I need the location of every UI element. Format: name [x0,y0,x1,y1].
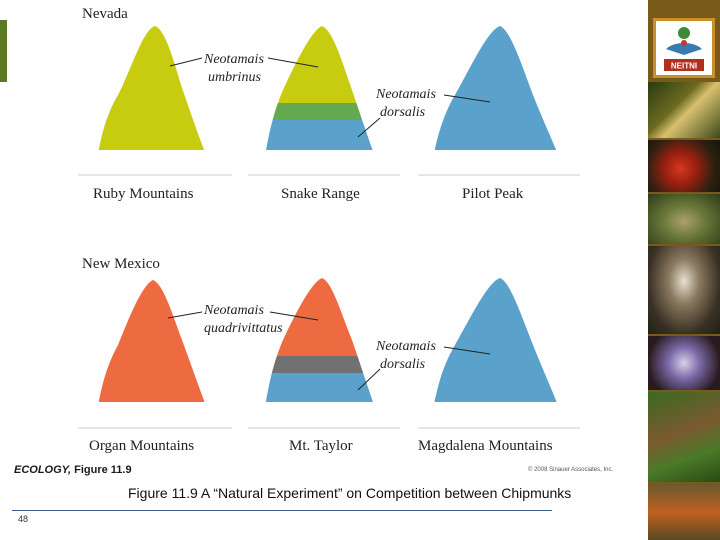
page-number: 48 [18,514,29,524]
sidebar-photo-beetles [648,484,720,540]
logo-emblem-icon: NEITNI [664,27,704,71]
mountain-label-taylor: Mt. Taylor [289,438,353,454]
logo-text: NEITNI [671,62,697,71]
mountain-label-ruby: Ruby Mountains [93,186,194,202]
pointer-dorsalis-nv-pilot [443,94,491,103]
base-magdalena [430,402,566,428]
overlap-band-taylor [262,356,382,373]
base-taylor [262,402,382,428]
sidebar-photo-lizard [648,392,720,482]
chipmunk-distribution-figure: Nevada Neotamais umbrinus Neotamais dors… [78,6,580,454]
range-dorsalis-taylor [262,373,382,402]
pointer-umbrinus-left [169,57,203,67]
figure-credit: ECOLOGY, Figure 11.9 [14,464,132,476]
sidebar-photo-mushroom [648,140,720,192]
species-label-dorsalis-genus-nm: Neotamais [375,339,436,354]
species-label-quadrivittatus-genus: Neotamais [203,303,264,318]
species-label-dorsalis-genus-nv: Neotamais [375,87,436,102]
institution-logo: NEITNI [653,18,715,78]
sidebar-photo-monkey [648,246,720,334]
range-dorsalis-snake [262,120,382,150]
pointer-dorsalis-nm-taylor [357,368,381,391]
pointer-dorsalis-nv-snake [357,117,381,138]
base-pilot [430,150,566,175]
species-label-umbrinus-genus: Neotamais [203,52,264,67]
pointer-quadrivittatus-right [269,311,319,321]
pointer-quadrivittatus-left [167,311,203,319]
book-title: ECOLOGY, [14,464,72,476]
range-dorsalis-pilot [430,26,566,150]
pointer-dorsalis-nm-magdalena [443,346,491,355]
base-snake [262,150,382,175]
mountain-label-magdalena: Magdalena Mountains [418,438,553,454]
species-label-umbrinus-epithet: umbrinus [208,70,261,85]
sidebar-photo-frog [648,194,720,244]
mountain-label-pilot: Pilot Peak [462,186,524,202]
range-dorsalis-magdalena [430,278,566,402]
mountain-label-snake: Snake Range [281,186,360,202]
figure-number: Figure 11.9 [71,464,132,476]
state-title-new-mexico: New Mexico [82,256,160,272]
mountain-label-organ: Organ Mountains [89,438,194,454]
mountain-pilot [430,26,566,175]
species-label-dorsalis-epithet-nv: dorsalis [380,105,426,120]
footer-rule [12,510,552,511]
state-title-nevada: Nevada [82,6,128,22]
left-accent-bar [0,20,7,82]
species-label-quadrivittatus-epithet: quadrivittatus [204,321,283,336]
sidebar-photo-orchid [648,82,720,138]
sidebar-photo-octopus [648,336,720,390]
mountain-organ [95,280,215,428]
pointer-umbrinus-right [267,57,319,68]
base-organ [95,402,215,428]
mountain-ruby [95,26,215,175]
species-label-dorsalis-epithet-nm: dorsalis [380,357,426,372]
copyright-notice: © 2008 Sinauer Associates, Inc. [528,467,614,473]
slide-caption: Figure 11.9 A “Natural Experiment” on Co… [128,485,572,501]
overlap-band-snake [262,103,382,120]
mountain-magdalena [430,278,566,428]
base-ruby [95,150,215,175]
